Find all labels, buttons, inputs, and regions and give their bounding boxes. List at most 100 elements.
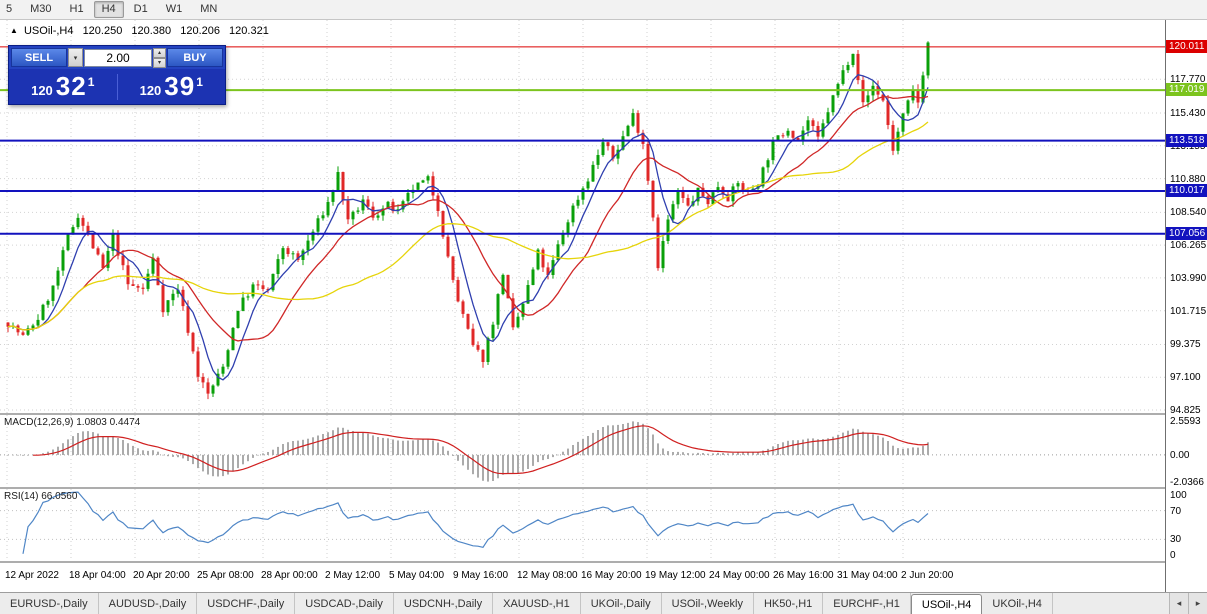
macd-pane[interactable]: MACD(12,26,9) 1.0803 0.4474 [0,415,1165,487]
time-axis-label: 16 May 20:00 [581,570,642,581]
vertical-grid [6,20,904,413]
price-level-badge: 107.056 [1166,227,1207,240]
sell-price-pips: 32 [55,71,87,101]
timeframe-button-D1[interactable]: D1 [126,1,156,18]
timeframe-button-M30[interactable]: M30 [22,1,59,18]
chart-tab-usoil-h4[interactable]: USOil-,H4 [910,594,983,614]
axis-tick-label: 110.880 [1170,174,1206,185]
time-axis-label: 28 Apr 00:00 [261,570,318,581]
pane-separator[interactable] [0,413,1165,415]
rsi-line [22,491,929,554]
volume-stepper: ▴ ▾ [153,48,166,68]
axis-tick-label: 0.00 [1170,450,1190,461]
axis-tick-label: 101.715 [1170,306,1207,317]
chart-tab-audusd-daily[interactable]: AUDUSD-,Daily [99,593,198,614]
ma-line-16 [7,95,929,342]
scroll-left-icon: ◂ [1176,598,1182,608]
sell-button[interactable]: SELL [11,48,67,67]
time-axis: 12 Apr 2022 18 Apr 04:00 20 Apr 20:00 25 Ap… [0,563,1165,592]
volume-input[interactable] [84,48,152,67]
chart-tab-usdcad-daily[interactable]: USDCAD-,Daily [295,593,394,614]
chart-tab-eurusd-daily[interactable]: EURUSD-,Daily [0,593,99,614]
tabs-scroll-left-button[interactable]: ◂ [1169,593,1188,614]
macd-indicator-label: MACD(12,26,9) 1.0803 0.4474 [4,417,141,428]
chart-tab-ukoil-daily[interactable]: UKOil-,Daily [581,593,662,614]
price-level-badge: 113.518 [1166,134,1207,147]
chart-region: ▲ USOil-,H4 120.250 120.380 120.206 120.… [0,20,1207,592]
timeframe-button-MN[interactable]: MN [192,1,225,18]
chart-tabs-bar: EURUSD-,Daily AUDUSD-,Daily USDCHF-,Daily U… [0,592,1207,614]
timeframe-toolbar: 5 M30 H1 H4 D1 W1 MN [0,0,1207,20]
axis-tick-label: -2.0366 [1170,477,1204,488]
ohlc-high: 120.380 [131,25,172,37]
chevron-down-icon: ▾ [73,54,78,62]
ma-line-40 [7,121,929,331]
tabs-scroll-right-button[interactable]: ▸ [1188,593,1207,614]
chart-tab-ukoil-h4[interactable]: UKOil-,H4 [982,593,1053,614]
sell-price-point: 1 [87,75,95,89]
time-axis-label: 18 Apr 04:00 [69,570,126,581]
axis-tick-label: 115.430 [1170,108,1206,119]
chart-header: ▲ USOil-,H4 120.250 120.380 120.206 120.… [10,25,275,37]
symbol-marker-icon: ▲ [10,26,18,35]
time-axis-label: 9 May 16:00 [453,570,509,581]
macd-signal-line [33,425,929,475]
time-axis-label: 26 May 16:00 [773,570,834,581]
timeframe-button-H4[interactable]: H4 [93,1,124,18]
axis-tick-label: 117.770 [1170,74,1206,85]
chart-tab-xauusd-h1[interactable]: XAUUSD-,H1 [493,593,581,614]
time-axis-label: 20 Apr 20:00 [133,570,190,581]
axis-tick-label: 100 [1170,490,1187,501]
chart-tab-hk50-h1[interactable]: HK50-,H1 [754,593,824,614]
price-level-badge: 117.019 [1166,83,1207,96]
sell-price-display: 120 32 1 [9,71,117,102]
axis-tick-label: 103.990 [1170,273,1207,284]
sell-price-main: 120 [31,83,53,98]
stepper-up-icon[interactable]: ▴ [153,48,166,58]
axis-tick-label: 94.825 [1170,405,1201,416]
axis-tick-label: 70 [1170,506,1182,517]
axis-tick-label: 106.265 [1170,240,1207,251]
pane-separator [0,561,1165,563]
axis-tick-label: 97.100 [1170,372,1201,383]
time-axis-label: 19 May 12:00 [645,570,706,581]
ohlc-open: 120.250 [82,25,123,37]
buy-price-point: 1 [196,75,203,89]
macd-canvas[interactable] [0,415,1165,487]
chart-tab-usdchf-daily[interactable]: USDCHF-,Daily [197,593,296,614]
macd-histogram [7,421,929,482]
price-level-badge: 120.011 [1166,40,1207,53]
price-level-badge: 110.017 [1166,184,1207,197]
buy-price-display: 120 39 1 [118,71,226,102]
buy-price-pips: 39 [164,71,196,101]
one-click-trade-panel: SELL ▾ ▴ ▾ BUY 120 32 1 120 39 1 [8,45,226,105]
tabs-scroll-controls: ◂ ▸ [1169,593,1207,614]
time-axis-label: 12 May 08:00 [517,570,578,581]
quote-divider [116,73,118,100]
rsi-canvas[interactable] [0,489,1165,561]
volume-dropdown-button[interactable]: ▾ [68,48,83,67]
trade-panel-quotes: 120 32 1 120 39 1 [9,69,225,104]
time-axis-label: 25 Apr 08:00 [197,570,254,581]
axis-tick-label: 99.375 [1170,339,1201,350]
chart-tab-usoil-weekly[interactable]: USOil-,Weekly [662,593,754,614]
rsi-pane[interactable]: RSI(14) 66.0560 [0,489,1165,561]
timeframe-button-5[interactable]: 5 [0,1,20,18]
axis-tick-label: 108.540 [1170,207,1207,218]
axis-tick-label: 30 [1170,534,1182,545]
time-axis-label: 5 May 04:00 [389,570,445,581]
price-axis: 117.770115.430113.155110.880108.540106.2… [1165,20,1207,592]
ma-line-6 [7,73,929,381]
time-axis-label: 31 May 04:00 [837,570,898,581]
chart-tab-usdcnh-daily[interactable]: USDCNH-,Daily [394,593,494,614]
timeframe-button-H1[interactable]: H1 [62,1,92,18]
axis-tick-label: 0 [1170,550,1176,561]
buy-button[interactable]: BUY [167,48,223,67]
pane-separator[interactable] [0,487,1165,489]
chart-tabs: EURUSD-,Daily AUDUSD-,Daily USDCHF-,Daily U… [0,593,1169,614]
stepper-down-icon[interactable]: ▾ [153,58,166,68]
time-axis-label: 2 May 12:00 [325,570,381,581]
timeframe-button-W1[interactable]: W1 [158,1,191,18]
chart-tab-eurchf-h1[interactable]: EURCHF-,H1 [823,593,911,614]
scroll-right-icon: ▸ [1195,598,1201,608]
